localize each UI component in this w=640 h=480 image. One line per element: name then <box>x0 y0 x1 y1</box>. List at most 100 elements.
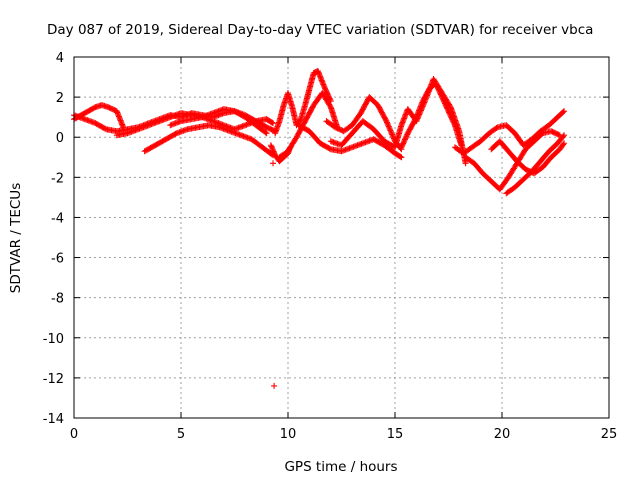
point-sat-p <box>560 141 567 148</box>
point-sat-l <box>449 115 456 122</box>
point-sat-o <box>560 133 567 140</box>
point-sat-l <box>398 144 405 151</box>
x-tick-label: 20 <box>494 427 511 442</box>
point-sat-j <box>389 131 396 138</box>
chart-title: Day 087 of 2019, Sidereal Day-to-day VTE… <box>47 22 593 38</box>
point-sat-j <box>389 132 396 139</box>
y-tick-label: 2 <box>56 91 64 106</box>
point-sat-k <box>462 160 469 167</box>
point-sat-l <box>441 99 448 106</box>
point-sat-l <box>433 82 440 89</box>
point-sat-g <box>323 89 330 96</box>
point-sat-l <box>399 142 406 149</box>
point-outliers <box>271 382 278 389</box>
point-sat-l <box>403 134 410 141</box>
point-sat-l <box>445 108 452 115</box>
point-sat-l <box>399 141 406 148</box>
point-sat-l <box>451 120 458 127</box>
point-sat-l <box>443 104 450 111</box>
point-sat-b <box>120 124 127 131</box>
point-sat-l <box>401 137 408 144</box>
y-tick-label: 0 <box>56 131 64 146</box>
point-sat-l <box>412 115 419 122</box>
y-tick-label: -14 <box>43 412 64 427</box>
point-sat-l <box>440 97 447 104</box>
point-sat-l <box>437 91 444 98</box>
point-sat-o <box>561 132 568 139</box>
point-sat-l <box>400 139 407 146</box>
point-sat-g <box>296 117 303 124</box>
point-sat-e <box>263 130 270 137</box>
point-sat-j <box>384 119 391 126</box>
point-sat-l <box>446 109 453 116</box>
point-sat-j <box>388 130 395 137</box>
y-tick-label: -4 <box>51 211 64 226</box>
point-sat-g <box>323 87 330 94</box>
point-sat-l <box>440 96 447 103</box>
point-sat-l <box>434 83 441 90</box>
point-sat-l <box>436 89 443 96</box>
point-outliers <box>270 160 277 167</box>
data-points <box>71 68 568 389</box>
point-sat-l <box>450 118 457 125</box>
y-tick-label: -2 <box>51 171 64 186</box>
plot-frame <box>73 56 610 419</box>
point-sat-l <box>401 136 408 143</box>
point-sat-l <box>439 94 446 101</box>
point-sat-l <box>433 81 440 88</box>
point-sat-m <box>493 125 500 132</box>
point-sat-l <box>448 114 455 121</box>
y-tick-label: -10 <box>43 332 64 347</box>
point-sat-j <box>386 124 393 131</box>
point-sat-j <box>385 123 392 130</box>
point-sat-l <box>443 103 450 110</box>
point-sat-j <box>384 120 391 127</box>
x-tick-label: 10 <box>280 427 297 442</box>
point-sat-j <box>387 127 394 134</box>
point-sat-l <box>446 110 453 117</box>
point-sat-m <box>559 109 566 116</box>
point-sat-l <box>437 90 444 97</box>
point-sat-l <box>432 80 439 87</box>
point-sat-l <box>402 135 409 142</box>
point-sat-l <box>449 117 456 124</box>
point-sat-i <box>398 154 405 161</box>
point-sat-g <box>324 90 331 97</box>
point-sat-j <box>383 118 390 125</box>
point-sat-l <box>450 119 457 126</box>
point-sat-l <box>444 105 451 112</box>
grid-lines <box>74 57 609 418</box>
point-sat-l <box>400 140 407 147</box>
point-sat-l <box>435 86 442 93</box>
point-sat-l <box>438 92 445 99</box>
x-tick-label: 0 <box>70 427 78 442</box>
y-tick-label: -6 <box>51 252 64 267</box>
point-sat-i <box>397 153 404 160</box>
point-sat-l <box>447 111 454 118</box>
x-axis-label: GPS time / hours <box>284 459 397 475</box>
point-sat-l <box>439 95 446 102</box>
point-sat-g <box>322 86 329 93</box>
y-tick-label: 4 <box>56 51 64 66</box>
point-sat-j <box>382 116 389 123</box>
point-sat-l <box>447 113 454 120</box>
point-sat-j <box>388 128 395 135</box>
point-sat-g <box>321 84 328 91</box>
x-tick-label: 5 <box>177 427 185 442</box>
point-sat-n <box>555 131 562 138</box>
point-sat-g <box>321 85 328 92</box>
point-sat-h <box>327 102 334 109</box>
point-sat-l <box>434 85 441 92</box>
point-sat-c <box>270 120 277 127</box>
y-tick-label: -12 <box>43 372 64 387</box>
x-tick-label: 15 <box>387 427 404 442</box>
point-sat-j <box>385 122 392 129</box>
point-sat-e <box>262 129 269 136</box>
point-sat-j <box>386 126 393 133</box>
x-tick-label: 25 <box>601 427 618 442</box>
point-sat-m <box>561 108 568 115</box>
point-sat-l <box>458 142 465 149</box>
y-tick-label: -8 <box>51 292 64 307</box>
